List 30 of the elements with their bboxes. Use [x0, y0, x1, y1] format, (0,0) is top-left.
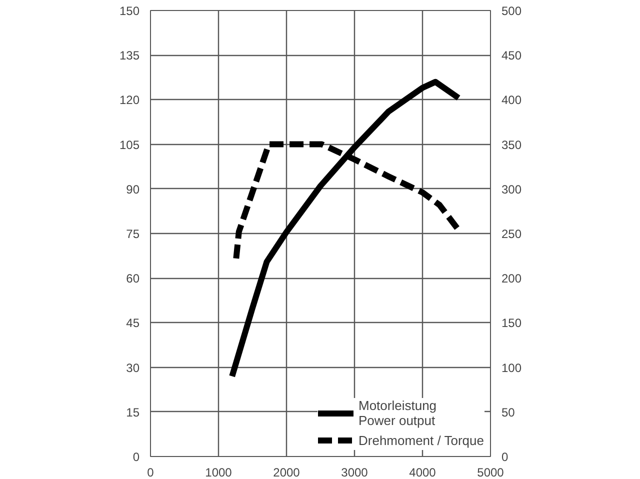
y2-tick-label: 200 — [502, 272, 522, 286]
y2-tick-label: 0 — [502, 450, 508, 464]
x-tick-label: 1000 — [205, 466, 232, 479]
y2-tick-label: 150 — [502, 316, 522, 330]
y2-tick-label: 350 — [502, 138, 522, 152]
legend-label: Motorleistung Power output — [358, 398, 437, 428]
x-tick-label: 0 — [147, 466, 154, 479]
y-tick-label: 0 — [132, 450, 140, 464]
y2-tick-label: 100 — [502, 360, 522, 375]
y-tick-label: 90 — [126, 182, 140, 196]
y-tick-label: 15 — [126, 405, 140, 420]
y2-tick-label: 450 — [502, 48, 522, 63]
y-tick-label: 30 — [126, 360, 140, 375]
legend-label: Drehmoment / Torque — [358, 432, 484, 448]
y2-tick-label: 50 — [502, 405, 516, 420]
y-tick-label: 75 — [126, 227, 140, 241]
x-tick-label: 3000 — [341, 466, 368, 479]
y-tick-label: 105 — [119, 138, 140, 152]
y-tick-label: 120 — [119, 93, 140, 108]
y2-tick-label: 300 — [502, 182, 522, 196]
y2-tick-label: 400 — [502, 93, 522, 108]
y-tick-label: 135 — [119, 48, 140, 63]
y-tick-label: 60 — [126, 272, 140, 286]
x-tick-label: 4000 — [409, 466, 436, 479]
y2-tick-label: 250 — [502, 227, 522, 241]
y-tick-label: 45 — [126, 316, 140, 330]
x-tick-label: 5000 — [477, 466, 504, 479]
y2-tick-label: 500 — [502, 4, 522, 18]
y-tick-label: 150 — [119, 4, 140, 18]
x-tick-label: 2000 — [273, 466, 300, 479]
